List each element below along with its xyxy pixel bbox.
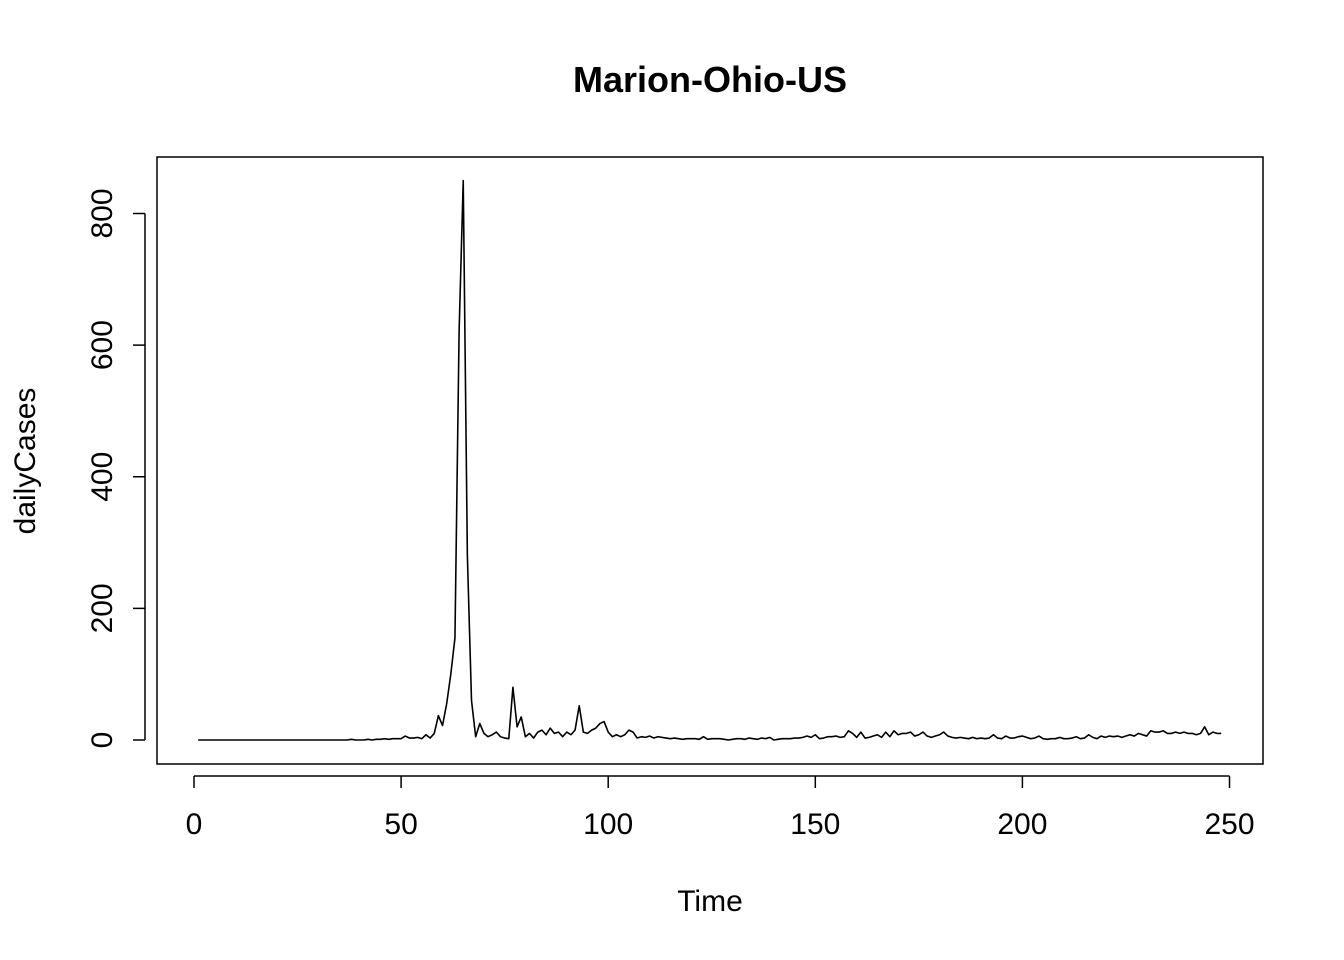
y-tick-label: 800 bbox=[86, 188, 119, 238]
y-tick-label: 400 bbox=[86, 452, 119, 502]
series-line-daily-cases bbox=[198, 179, 1222, 741]
y-tick-label: 0 bbox=[86, 732, 119, 749]
y-tick-label: 600 bbox=[86, 320, 119, 370]
x-tick-label: 100 bbox=[583, 808, 633, 841]
y-axis-label: dailyCases bbox=[9, 388, 42, 535]
x-tick-label: 200 bbox=[997, 808, 1047, 841]
x-axis: 0 50 100 150 200 250 bbox=[186, 775, 1255, 841]
y-tick-label: 200 bbox=[86, 583, 119, 633]
x-tick-label: 50 bbox=[384, 808, 417, 841]
x-tick-label: 250 bbox=[1204, 808, 1254, 841]
y-axis: 0 200 400 600 800 bbox=[86, 188, 146, 749]
plot-area-border bbox=[156, 156, 1264, 765]
x-tick-label: 150 bbox=[790, 808, 840, 841]
x-axis-label: Time bbox=[677, 885, 743, 918]
x-tick-label: 0 bbox=[186, 808, 203, 841]
chart-title: Marion-Ohio-US bbox=[573, 59, 847, 100]
